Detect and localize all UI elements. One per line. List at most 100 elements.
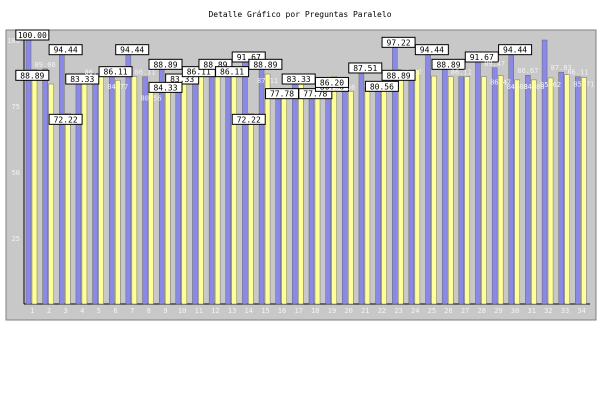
data-label-box xyxy=(215,66,250,78)
data-label: 94.44 xyxy=(54,46,78,55)
category-label: 26 xyxy=(444,307,452,315)
bar xyxy=(208,69,215,305)
bar xyxy=(148,91,154,305)
data-label: 72.22 xyxy=(54,115,78,124)
data-label-box xyxy=(364,80,399,92)
bar xyxy=(42,68,48,305)
data-label: 86.11 xyxy=(451,69,472,77)
category-label: 7 xyxy=(130,307,134,315)
bar xyxy=(214,76,221,305)
bar xyxy=(431,75,437,305)
bar xyxy=(358,72,365,305)
y-tick-label: 25 xyxy=(12,235,20,243)
bar xyxy=(558,71,564,305)
data-label: 85.62 xyxy=(540,81,561,89)
bar xyxy=(475,61,481,305)
bar xyxy=(447,76,454,305)
category-label: 3 xyxy=(64,307,68,315)
bar xyxy=(491,67,498,305)
bar xyxy=(308,98,315,305)
bar xyxy=(125,54,132,305)
data-label: 77.78 xyxy=(270,90,294,99)
category-label: 34 xyxy=(577,307,585,315)
data-label: 84.88 xyxy=(507,83,528,91)
bars xyxy=(25,39,587,305)
bar xyxy=(98,74,104,305)
data-label-box xyxy=(248,58,283,70)
data-label: 86.47 xyxy=(490,79,511,87)
bar xyxy=(192,76,198,305)
bar xyxy=(314,98,321,305)
bar xyxy=(131,76,138,305)
bar xyxy=(398,69,404,305)
data-label: 86.11 xyxy=(85,69,106,77)
bar xyxy=(525,74,531,305)
bar xyxy=(408,75,415,305)
bar xyxy=(325,91,331,305)
bar xyxy=(497,75,504,305)
bar xyxy=(225,76,231,305)
data-label-box xyxy=(314,76,349,88)
bar xyxy=(65,113,71,305)
bar xyxy=(81,83,88,305)
category-label: 11 xyxy=(195,307,203,315)
category-label: 19 xyxy=(328,307,336,315)
category-label: 15 xyxy=(261,307,269,315)
data-label: 86.11 xyxy=(104,68,128,77)
bar xyxy=(441,69,448,305)
data-label: 100.00 xyxy=(18,31,47,40)
bar xyxy=(381,91,387,305)
data-label: 80.56 xyxy=(140,94,161,102)
category-label: 23 xyxy=(394,307,402,315)
bar xyxy=(342,91,348,305)
data-label: 86.11 xyxy=(220,68,244,77)
data-label: 94.44 xyxy=(420,46,444,55)
data-label: 94.44 xyxy=(503,46,527,55)
category-labels: 1 2 3 4 5 6 7 8 9 10 11 12 13 14 15 16 17 18 19 20 21 22 23 24 2… xyxy=(30,307,586,315)
category-label: 28 xyxy=(478,307,486,315)
data-label-box xyxy=(148,58,183,70)
category-label: 12 xyxy=(211,307,219,315)
data-label: 87.11 xyxy=(257,77,278,85)
data-label: 72.22 xyxy=(237,115,261,124)
data-label-box xyxy=(464,51,499,63)
bar xyxy=(59,54,65,305)
data-label: 94.44 xyxy=(120,46,144,55)
category-label: 30 xyxy=(511,307,519,315)
data-label: 91.67 xyxy=(237,53,261,62)
data-label-box xyxy=(65,73,100,85)
bar xyxy=(175,83,182,305)
category-label: 31 xyxy=(528,307,536,315)
bar xyxy=(531,79,537,305)
bar xyxy=(181,83,188,305)
data-label: 97.22 xyxy=(387,38,411,47)
data-label: 85.71 xyxy=(573,81,594,89)
data-label: 87.51 xyxy=(353,64,377,73)
data-label: 80.56 xyxy=(370,82,394,91)
data-label-box xyxy=(381,36,416,48)
y-tick-labels: 25 50 75 100 xyxy=(7,37,20,243)
data-label: 84.88 xyxy=(523,83,544,91)
category-label: 6 xyxy=(113,307,117,315)
category-label: 8 xyxy=(147,307,151,315)
bar xyxy=(292,83,298,305)
data-label: 84.33 xyxy=(153,83,177,92)
data-label: 88.89 xyxy=(153,60,177,69)
bar xyxy=(464,76,471,305)
bar xyxy=(198,76,204,305)
data-label-box xyxy=(15,29,50,41)
bar xyxy=(414,69,421,305)
data-label-box xyxy=(348,62,383,74)
data-label: 83.33 xyxy=(170,75,194,84)
bar xyxy=(48,83,54,305)
bar xyxy=(248,113,254,305)
data-label: 86.20 xyxy=(320,78,344,87)
category-label: 27 xyxy=(461,307,469,315)
data-label: 84.77 xyxy=(107,83,128,91)
data-label: 89.47 xyxy=(484,60,505,68)
bar xyxy=(348,91,354,305)
data-label: 91.67 xyxy=(470,53,494,62)
category-label: 18 xyxy=(311,307,319,315)
bar xyxy=(275,98,281,305)
